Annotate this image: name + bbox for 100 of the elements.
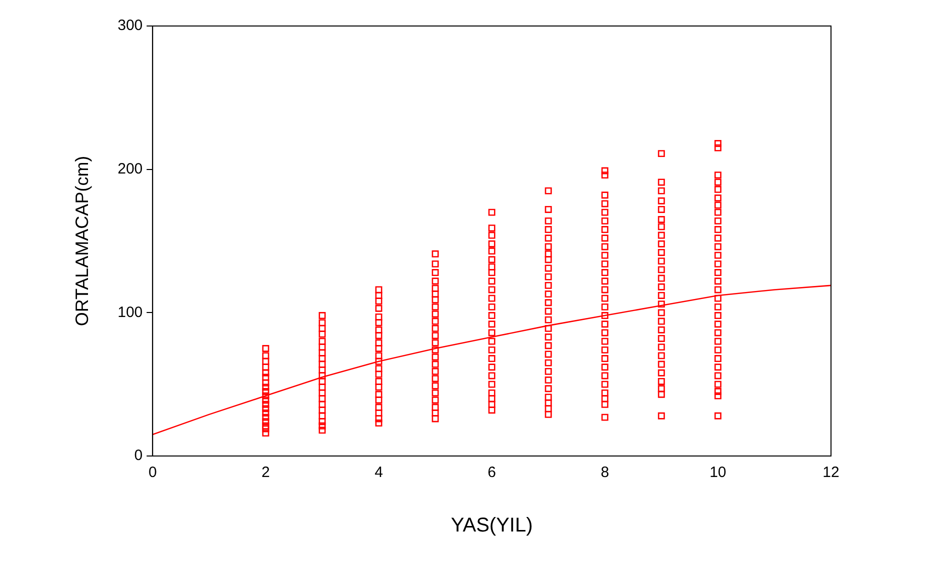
point [544,350,552,358]
point [432,250,439,258]
point [318,338,326,345]
point [658,412,665,420]
point [544,299,552,306]
point [488,303,496,310]
point [432,389,439,396]
point [714,329,722,336]
point [658,232,665,239]
point [544,264,552,272]
point [432,339,439,346]
point [318,426,326,434]
point [488,312,496,320]
point [318,330,326,338]
point [601,226,608,234]
x-axis-title: YAS(YIL) [450,514,533,537]
point [432,324,439,332]
point [658,248,665,256]
point [544,399,552,406]
point [658,274,665,282]
point [714,372,722,380]
point [262,379,270,386]
point [714,303,722,310]
point [432,396,439,404]
y-tick-label: 300 [118,17,143,34]
point [714,140,722,148]
point [544,316,552,324]
point [318,372,326,380]
point [375,326,382,334]
point [658,360,665,368]
point [488,406,496,414]
point [714,338,722,345]
point [544,290,552,298]
point [375,365,382,372]
point [601,329,608,336]
point [544,206,552,213]
point [262,400,270,408]
point [544,368,552,375]
point [714,286,722,294]
point [318,389,326,396]
point [714,208,722,216]
point [375,332,382,340]
point [375,345,382,352]
point [601,278,608,285]
point [601,395,608,402]
point [601,389,608,396]
y-tick-label: 0 [134,447,143,464]
point [318,324,326,332]
point [488,395,496,402]
point [375,370,382,378]
point [714,380,722,388]
point [318,360,326,368]
point [318,378,326,385]
point [262,396,270,404]
point [714,320,722,328]
point [658,390,665,398]
point [544,308,552,315]
point [432,260,439,268]
point [318,406,326,414]
point [375,415,382,422]
point [262,425,270,432]
point [714,294,722,302]
point [601,338,608,345]
point [544,342,552,350]
point [432,296,439,304]
point [714,355,722,362]
point [488,256,496,264]
point [714,194,722,202]
point [544,187,552,194]
point [658,258,665,265]
point [432,410,439,416]
point [714,172,722,179]
point [488,389,496,396]
point [714,234,722,242]
point [658,292,665,299]
point [262,369,270,376]
point [262,364,270,371]
point [488,294,496,302]
point [432,284,439,292]
point [601,312,608,320]
point [601,294,608,302]
point [262,414,270,421]
point [488,240,496,248]
point [375,396,382,404]
point [432,415,439,422]
point [658,352,665,360]
point [488,355,496,362]
point [658,197,665,204]
point [375,410,382,416]
point [375,339,382,346]
point [714,269,722,276]
point [488,346,496,354]
point [318,349,326,356]
point [714,388,722,395]
point [658,150,665,158]
point [318,422,326,430]
point [262,405,270,412]
point [375,319,382,326]
point [544,234,552,242]
point [375,404,382,411]
